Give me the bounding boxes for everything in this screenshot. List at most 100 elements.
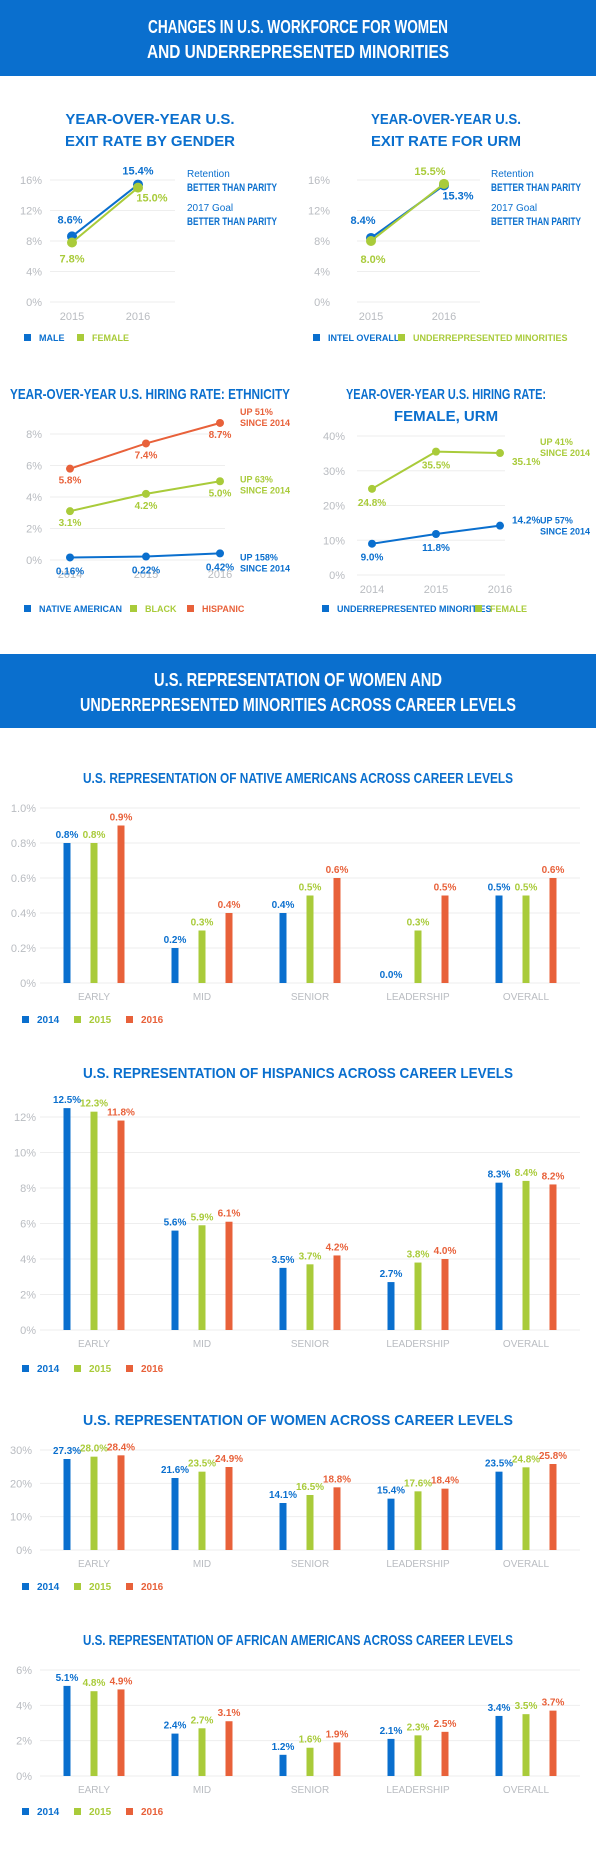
bar-value-label: 5.9% — [191, 1212, 214, 1223]
data-label: 15.5% — [414, 166, 445, 178]
bar — [414, 1262, 422, 1330]
legend-label: FEMALE — [490, 604, 527, 614]
bar-value-label: 8.2% — [542, 1171, 565, 1182]
bar — [225, 1467, 233, 1550]
bar — [387, 1738, 395, 1776]
y-tick-label: 10% — [14, 1148, 36, 1160]
bar — [306, 895, 314, 983]
x-tick-label: 2016 — [126, 311, 150, 323]
bar-value-label: 28.4% — [107, 1442, 135, 1453]
bar-value-label: 0.3% — [191, 918, 214, 929]
bar-value-label: 2.1% — [380, 1726, 403, 1737]
data-label: 35.5% — [422, 461, 450, 472]
legend-label: 2016 — [141, 1015, 164, 1026]
bar-value-label: 24.8% — [512, 1454, 540, 1465]
bar — [63, 1459, 71, 1550]
bar-value-label: 3.5% — [515, 1701, 538, 1712]
data-label: 5.8% — [59, 476, 82, 487]
bar-value-label: 0.8% — [83, 830, 106, 841]
header-title-line-2: AND UNDERREPRESENTED MINORITIES — [147, 42, 449, 62]
data-label: 4.2% — [135, 501, 158, 512]
chart-title: YEAR-OVER-YEAR U.S. HIRING RATE: ETHNICI… — [10, 386, 290, 403]
category-label: OVERALL — [503, 992, 550, 1003]
bar-value-label: 3.1% — [218, 1708, 241, 1719]
data-point — [67, 237, 77, 248]
bar-value-label: 2.7% — [380, 1269, 403, 1280]
category-label: SENIOR — [291, 992, 329, 1003]
category-label: EARLY — [78, 1339, 110, 1350]
y-tick-label: 40% — [323, 431, 345, 443]
category-label: LEADERSHIP — [386, 1559, 450, 1570]
x-tick-label: 2015 — [424, 584, 448, 596]
bar — [441, 895, 449, 983]
data-point — [439, 180, 449, 191]
end-note: UP 41% — [540, 437, 573, 447]
bar-value-label: 17.6% — [404, 1478, 432, 1489]
y-tick-label: 0.6% — [11, 873, 36, 885]
y-tick-label: 1.0% — [11, 803, 36, 815]
header-band-workforce: CHANGES IN U.S. WORKFORCE FOR WOMEN AND … — [0, 0, 596, 76]
note-label: Retention — [187, 169, 230, 180]
bar-value-label: 28.0% — [80, 1444, 108, 1455]
bar — [522, 895, 530, 983]
bar — [63, 843, 71, 983]
data-point — [142, 489, 150, 498]
bar-value-label: 0.5% — [299, 883, 322, 894]
bar-value-label: 3.8% — [407, 1250, 430, 1261]
bar-value-label: 0.2% — [164, 935, 187, 946]
bar — [225, 1221, 233, 1330]
bar — [90, 1111, 98, 1330]
bar — [198, 1225, 206, 1330]
bar-value-label: 2.4% — [164, 1721, 187, 1732]
chart-title: U.S. REPRESENTATION OF NATIVE AMERICANS … — [83, 770, 513, 787]
legend-swatch — [74, 1365, 81, 1372]
note-value: BETTER THAN PARITY — [491, 216, 581, 228]
chart-title: U.S. REPRESENTATION OF WOMEN ACROSS CARE… — [83, 1412, 513, 1429]
bar — [171, 1230, 179, 1330]
legend-label: 2015 — [89, 1807, 112, 1818]
data-label: 3.1% — [59, 518, 82, 529]
y-tick-label: 6% — [20, 1219, 36, 1231]
data-point — [439, 178, 449, 189]
bar — [90, 843, 98, 983]
data-point — [366, 236, 376, 246]
category-label: LEADERSHIP — [386, 1339, 450, 1350]
data-point — [368, 484, 376, 493]
end-note: UP 158% — [240, 552, 278, 562]
legend-swatch — [74, 1808, 81, 1815]
bar — [333, 878, 341, 983]
legend-label: 2015 — [89, 1015, 112, 1026]
y-tick-label: 0% — [20, 1325, 36, 1337]
legend-swatch — [313, 334, 320, 341]
bar — [171, 1733, 179, 1776]
data-label: 7.4% — [135, 450, 158, 461]
legend-swatch — [22, 1365, 29, 1372]
bar — [306, 1495, 314, 1550]
legend-swatch — [322, 605, 329, 612]
bar-value-label: 6.1% — [218, 1209, 241, 1220]
data-point — [133, 182, 143, 193]
end-note: UP 57% — [540, 516, 573, 526]
bar-value-label: 18.8% — [323, 1474, 351, 1485]
bar — [198, 1471, 206, 1550]
bar — [90, 1456, 98, 1550]
note-label: 2017 Goal — [187, 203, 233, 214]
bar-value-label: 5.6% — [164, 1218, 187, 1229]
bar-value-label: 4.8% — [83, 1678, 106, 1689]
bar-value-label: 2.3% — [407, 1722, 430, 1733]
legend-label: FEMALE — [92, 333, 129, 343]
bar — [117, 1455, 125, 1550]
bar — [333, 1255, 341, 1330]
note-label: 2017 Goal — [491, 203, 537, 214]
y-tick-label: 2% — [26, 524, 42, 536]
y-tick-label: 2% — [20, 1290, 36, 1302]
bar — [90, 1691, 98, 1776]
legend-swatch — [74, 1016, 81, 1023]
bar — [549, 1464, 557, 1550]
bar — [441, 1731, 449, 1776]
data-point — [66, 507, 74, 516]
y-tick-label: 4% — [314, 267, 330, 279]
y-tick-label: 30% — [10, 1445, 32, 1457]
end-note: SINCE 2014 — [240, 418, 290, 428]
legend-swatch — [24, 334, 31, 341]
